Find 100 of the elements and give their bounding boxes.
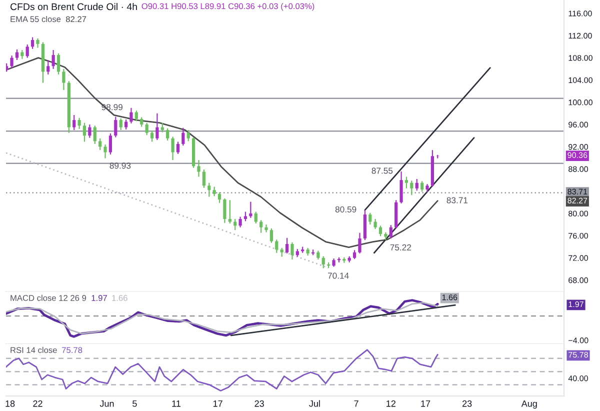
candlestick [374, 218, 377, 230]
y-tick-label: −4.00 [568, 338, 588, 344]
candlestick [88, 124, 92, 138]
chart-title: MACD close 12 26 9 [10, 294, 86, 301]
y-tick-label: 76.00 [568, 232, 588, 239]
x-tick-label: Aug [521, 400, 537, 409]
y-tick-label: 75.78 [568, 352, 588, 358]
chart-title: CFDs on Brent Crude Oil · 4h [10, 3, 137, 10]
candlestick [36, 38, 40, 48]
chart-subtitle: O90.31 H90.53 L89.91 C90.36 +0.03 (+0.03%) [142, 3, 314, 11]
annotation: 83.71 [446, 197, 468, 204]
candlestick [259, 220, 263, 234]
candlestick [404, 176, 408, 189]
y-tick-label: 96.00 [568, 122, 588, 128]
y-tick-label: 100.00 [568, 100, 592, 106]
x-tick-label: 11 [172, 400, 180, 407]
x-tick-label: 7 [354, 400, 358, 407]
y-tick-label: 40.00 [568, 375, 588, 382]
candlestick [56, 52, 60, 76]
candlestick [420, 180, 424, 192]
candlestick [156, 112, 159, 141]
candlestick [197, 160, 200, 178]
candlestick [98, 138, 102, 151]
x-tick-label: 17 [213, 400, 222, 407]
x-tick-label: 22 [33, 400, 42, 407]
y-tick-label: 88.00 [568, 166, 588, 172]
candlestick [228, 200, 232, 224]
candlestick [93, 125, 96, 145]
candlestick [46, 59, 50, 76]
annotation: 82.27 [568, 198, 588, 204]
candlestick [186, 130, 190, 142]
candlestick [10, 55, 14, 68]
text: 82.27 [66, 16, 86, 22]
candlestick [254, 211, 258, 224]
y-tick-label: 68.00 [568, 277, 588, 284]
y-tick-label: 92.00 [568, 144, 588, 150]
y-tick-label: 108.00 [568, 55, 592, 61]
candlestick [218, 192, 222, 204]
candlestick [410, 180, 414, 196]
candlestick [363, 210, 366, 241]
candlestick [285, 237, 289, 254]
candlestick [171, 136, 174, 161]
candlestick [264, 224, 268, 233]
candlestick [62, 68, 66, 91]
candlestick [182, 127, 185, 146]
candlestick [124, 118, 128, 130]
candlestick [368, 212, 372, 226]
text: 1.66 [112, 295, 128, 301]
candlestick [30, 36, 34, 50]
x-tick-label: Jun [100, 400, 114, 407]
chart-title: RSI 14 close [10, 346, 57, 354]
candlestick [134, 110, 138, 122]
annotation: 87.55 [372, 168, 393, 174]
candlestick [176, 141, 180, 155]
candlestick [202, 168, 206, 188]
candlestick [150, 130, 154, 142]
data-label: 1.66 [442, 294, 458, 300]
candlestick [72, 114, 76, 131]
text: EMA 55 close [10, 16, 61, 22]
annotation: 89.93 [110, 162, 131, 169]
y-tick-label: 80.00 [568, 210, 588, 216]
y-tick-label: 72.00 [568, 255, 588, 261]
candlestick [145, 122, 148, 136]
x-tick-label: 18 [6, 400, 15, 407]
candlestick [26, 44, 29, 58]
candlestick [223, 198, 226, 224]
candlestick [389, 224, 392, 239]
candlestick [140, 116, 144, 128]
candlestick [244, 211, 248, 222]
x-tick-label: 5 [132, 400, 137, 407]
y-tick-label: 1.97 [568, 301, 584, 308]
annotation: 70.14 [328, 272, 349, 279]
candlestick [130, 107, 133, 124]
candlestick [104, 144, 107, 159]
candlestick [114, 116, 118, 138]
candlestick [108, 132, 112, 156]
candlestick [322, 256, 325, 269]
x-tick-label: 23 [254, 400, 264, 407]
candlestick [166, 128, 170, 142]
candlestick [15, 48, 19, 61]
candlestick [400, 170, 403, 204]
candlestick [212, 186, 216, 197]
x-tick-label: 12 [386, 400, 396, 407]
y-tick-label: 116.00 [568, 10, 592, 16]
y-tick-label: 112.00 [568, 32, 592, 39]
candlestick [208, 182, 211, 198]
annotation: 75.22 [390, 244, 411, 250]
candlestick [119, 118, 122, 131]
text: 75.78 [62, 347, 82, 354]
candlestick [238, 216, 242, 228]
candlestick [378, 225, 382, 237]
annotation: 90.36 [568, 152, 588, 158]
candlestick [52, 49, 55, 70]
text: 1.97 [92, 295, 107, 301]
x-tick-label: Jul [309, 400, 320, 407]
candlestick [78, 117, 81, 130]
candlestick [290, 242, 294, 260]
candlestick [358, 232, 362, 254]
y-tick-label: 104.00 [568, 77, 592, 84]
candlestick [82, 122, 86, 142]
